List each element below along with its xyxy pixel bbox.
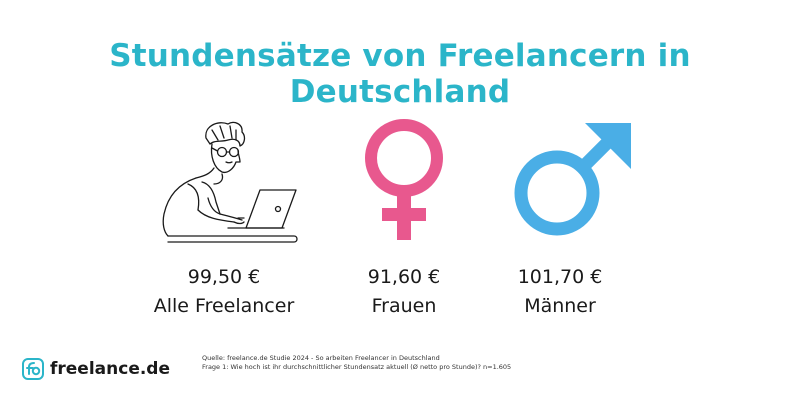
freelance-logo-icon bbox=[22, 358, 44, 380]
label-frauen: Frauen bbox=[371, 295, 437, 317]
brand-name: freelance.de bbox=[50, 359, 171, 379]
value-alle-freelancer: 99,50 € bbox=[187, 266, 261, 288]
female-symbol-icon bbox=[365, 119, 443, 240]
freelancer-laptop-illustration bbox=[162, 121, 298, 243]
label-alle-freelancer: Alle Freelancer bbox=[153, 295, 295, 317]
value-maenner: 101,70 € bbox=[517, 266, 603, 288]
label-maenner: Männer bbox=[524, 295, 596, 317]
male-symbol-icon bbox=[514, 123, 631, 236]
source-line-1: Quelle: freelance.de Studie 2024 - So ar… bbox=[202, 354, 440, 362]
value-frauen: 91,60 € bbox=[367, 266, 441, 288]
page-title: Stundensätze von Freelancern in Deutschl… bbox=[109, 38, 691, 110]
source-line-2: Frage 1: Wie hoch ist ihr durchschnittli… bbox=[202, 363, 512, 371]
source-note: Quelle: freelance.de Studie 2024 - So ar… bbox=[202, 354, 511, 372]
brand-logo: freelance.de bbox=[22, 357, 170, 381]
